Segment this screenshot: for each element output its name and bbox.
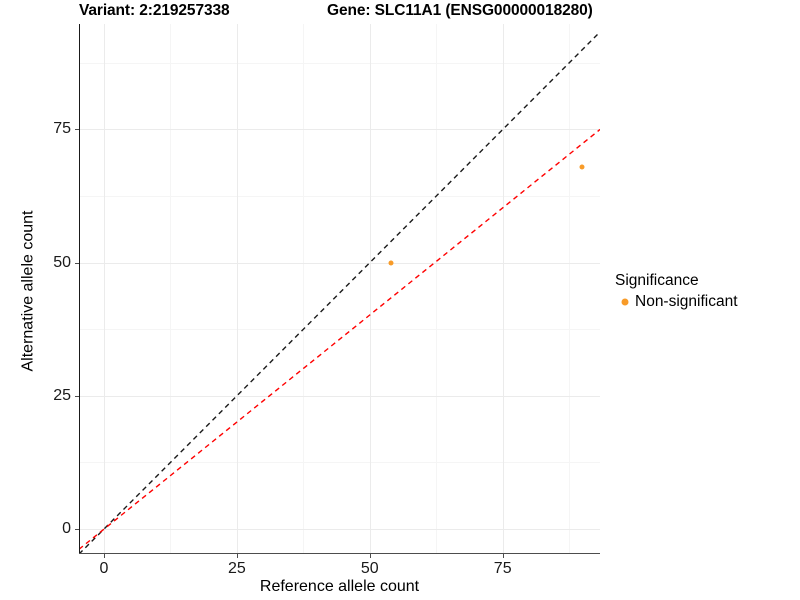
legend-items: Non-significant (615, 292, 738, 311)
y-tick-label: 25 (53, 386, 71, 404)
x-tick-mark (369, 554, 371, 558)
plot-panel (79, 24, 600, 553)
legend-dot-icon (621, 298, 628, 305)
gridline-minor-y (79, 196, 600, 198)
gridline-major-x (369, 24, 371, 553)
gridline-major-y (79, 529, 600, 531)
legend-key-swatch (615, 292, 634, 311)
x-tick-mark (502, 554, 504, 558)
gridline-minor-y (79, 62, 600, 64)
gridline-minor-x (170, 24, 172, 553)
gridline-major-x (236, 24, 238, 553)
y-tick-label: 50 (53, 253, 71, 271)
y-tick-label: 75 (53, 120, 71, 138)
x-tick-label: 75 (493, 560, 512, 577)
y-tick-mark (75, 395, 79, 397)
x-axis-line (79, 553, 600, 554)
x-tick-label: 50 (360, 560, 379, 577)
reference-lines (79, 31, 600, 553)
y-axis-line (79, 24, 80, 554)
y-tick-mark (75, 529, 79, 531)
gridline-major-x (502, 24, 504, 553)
identity-line (79, 31, 600, 553)
x-tick-mark (103, 554, 105, 558)
y-axis-ticks: 0 25 50 75 (0, 0, 71, 600)
legend-title: Significance (615, 272, 699, 289)
y-tick-label: 0 (62, 520, 71, 538)
gene-title: Gene: SLC11A1 (ENSG00000018280) (327, 2, 593, 19)
y-axis-title: Alternative allele count (19, 210, 37, 372)
variant-title: Variant: 2:219257338 (79, 2, 230, 19)
x-tick-label: 25 (227, 560, 246, 577)
allelic-ratio-line (79, 128, 600, 550)
gridline-minor-y (79, 329, 600, 331)
gridline-major-y (79, 395, 600, 397)
y-tick-mark (75, 129, 79, 131)
y-tick-mark (75, 262, 79, 264)
gridline-major-y (79, 129, 600, 131)
data-point[interactable] (579, 164, 585, 170)
gridline-minor-y (79, 462, 600, 464)
legend-item-label: Non-significant (635, 292, 738, 310)
gridline-major-x (103, 24, 105, 553)
x-tick-label: 0 (99, 560, 109, 577)
gridline-major-y (79, 262, 600, 264)
title-bar: Variant: 2:219257338 Gene: SLC11A1 (ENSG… (0, 0, 800, 24)
gridline-minor-x (569, 24, 571, 553)
legend: Significance Non-significant (615, 272, 738, 311)
gridline-minor-x (303, 24, 305, 553)
legend-item[interactable]: Non-significant (615, 292, 738, 311)
gridline-minor-x (436, 24, 438, 553)
x-tick-mark (236, 554, 238, 558)
data-point[interactable] (388, 260, 394, 266)
x-axis-title: Reference allele count (259, 578, 420, 595)
